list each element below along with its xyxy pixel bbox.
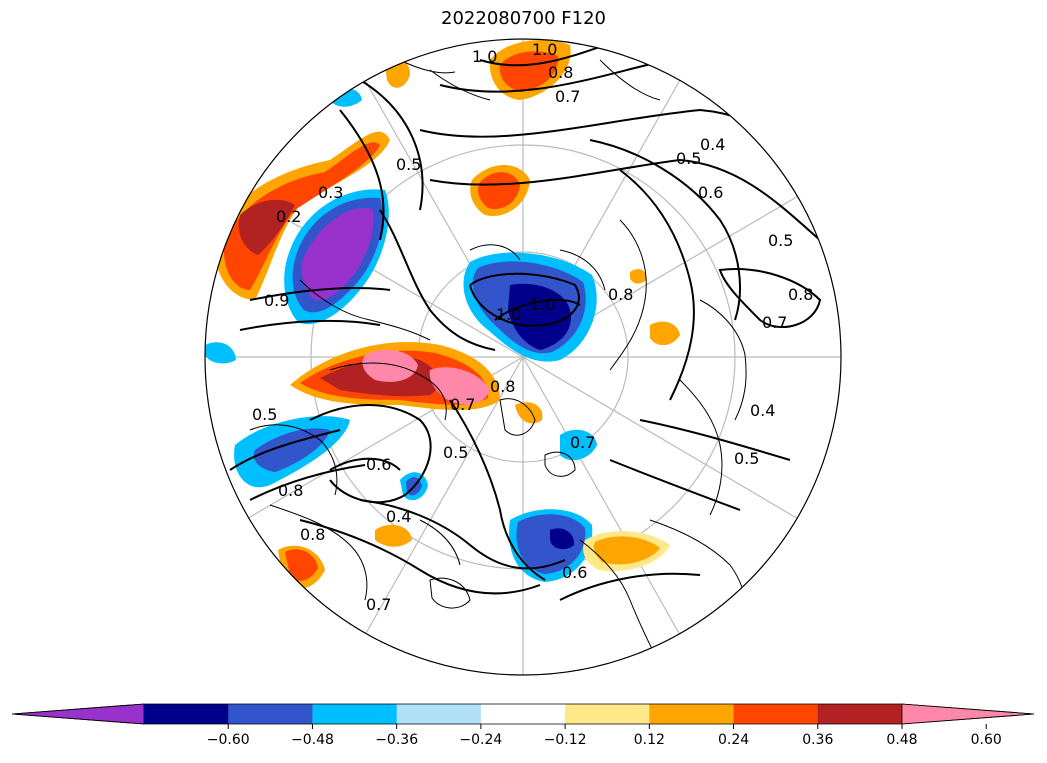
colorbar-segment (480, 704, 566, 724)
contour-label: 0.3 (318, 183, 343, 202)
contour-label: 0.5 (768, 231, 793, 250)
contour-labels: 1.0 1.0 0.8 0.7 0.5 0.4 0.5 0.6 0.5 0.8 … (252, 40, 813, 614)
contour-label: 1.0 (530, 295, 555, 314)
contour-label: 0.7 (762, 313, 787, 332)
contour-label: 0.4 (750, 401, 775, 420)
colorbar-segment (733, 704, 819, 724)
colorbar-segment (817, 704, 903, 724)
contour-label: 0.5 (676, 149, 701, 168)
contour-label: 0.6 (562, 563, 587, 582)
colorbar-tick-label: 0.60 (971, 732, 1002, 748)
colorbar-segments (11, 703, 1035, 725)
contour-label: 0.4 (700, 135, 725, 154)
map-title: 2022080700 F120 (441, 8, 606, 29)
map-boundary (204, 38, 842, 676)
contour-label: 0.5 (443, 443, 468, 462)
coastlines (249, 59, 748, 666)
colorbar-ticks: −0.60 −0.48 −0.36 −0.24 −0.12 0.12 0.24 0.36 0.4… (207, 724, 1002, 748)
colorbar-segment (228, 704, 313, 724)
contour-label: 1.0 (532, 40, 557, 59)
contour-label: 0.6 (366, 455, 391, 474)
colorbar-tick-label: −0.60 (207, 732, 250, 748)
contour-label: 0.7 (450, 395, 475, 414)
height-contours (229, 39, 831, 601)
contour-label: 0.5 (252, 405, 277, 424)
contour-label: 0.5 (396, 155, 421, 174)
colorbar-outline (11, 703, 1035, 725)
polar-map: 1.0 1.0 0.8 0.7 0.5 0.4 0.5 0.6 0.5 0.8 … (204, 38, 842, 676)
colorbar-tick-label: −0.36 (375, 732, 418, 748)
contour-label: 0.8 (278, 481, 303, 500)
colorbar-extend-low (11, 703, 145, 725)
contour-label: 0.8 (548, 63, 573, 82)
colorbar-segment (144, 704, 229, 724)
colorbar-tick-label: −0.24 (459, 732, 502, 748)
contour-label: 0.8 (608, 285, 633, 304)
colorbar-tick-label: 0.36 (802, 732, 833, 748)
colorbar-extend-high (901, 703, 1035, 725)
colorbar-segment (396, 704, 482, 724)
colorbar-tick-label: 0.24 (718, 732, 749, 748)
contour-label: 0.7 (555, 87, 580, 106)
colorbar-segment (565, 704, 650, 724)
contour-label: 0.8 (788, 285, 813, 304)
anomaly-fills (205, 40, 680, 589)
colorbar-tick-label: 0.12 (634, 732, 665, 748)
contour-label: 1.0 (472, 47, 497, 66)
colorbar-segment (649, 704, 735, 724)
contour-label: 0.8 (490, 377, 515, 396)
contour-label: 1.0 (496, 305, 521, 324)
contour-label: 0.2 (276, 207, 301, 226)
contour-label: 0.7 (366, 595, 391, 614)
contour-label: 0.9 (264, 291, 289, 310)
contour-label: 0.7 (570, 433, 595, 452)
contour-label: 0.4 (386, 507, 411, 526)
colorbar-segment (312, 704, 398, 724)
contour-label: 0.5 (734, 449, 759, 468)
colorbar-tick-label: −0.12 (544, 732, 587, 748)
contour-label: 0.6 (698, 183, 723, 202)
contour-label: 0.8 (300, 525, 325, 544)
colorbar-tick-label: −0.48 (291, 732, 334, 748)
colorbar-tick-label: 0.48 (886, 732, 917, 748)
